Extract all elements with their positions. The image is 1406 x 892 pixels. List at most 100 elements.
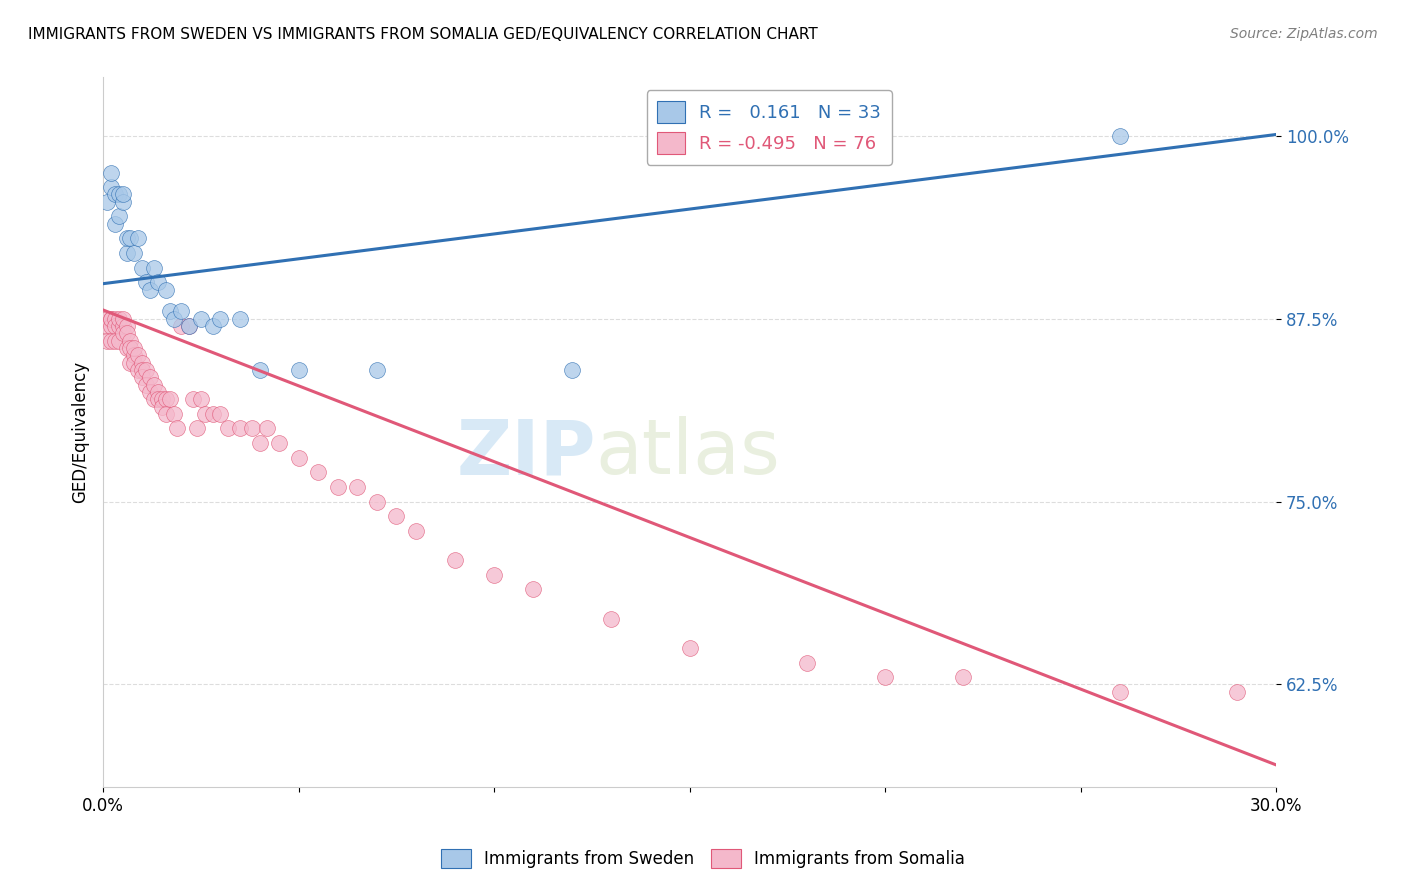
Point <box>104 217 127 231</box>
Point <box>209 311 232 326</box>
Point <box>115 341 138 355</box>
Point <box>120 231 142 245</box>
Point <box>100 311 122 326</box>
Text: ZIP: ZIP <box>457 417 596 491</box>
Point <box>135 275 157 289</box>
Point <box>127 231 149 245</box>
Point <box>229 421 252 435</box>
Point <box>522 582 544 597</box>
Point <box>194 407 217 421</box>
Point <box>190 392 212 407</box>
Point <box>115 326 138 341</box>
Point <box>107 311 129 326</box>
Point <box>115 319 138 334</box>
Point <box>287 363 309 377</box>
Text: IMMIGRANTS FROM SWEDEN VS IMMIGRANTS FROM SOMALIA GED/EQUIVALENCY CORRELATION CH: IMMIGRANTS FROM SWEDEN VS IMMIGRANTS FRO… <box>28 27 818 42</box>
Legend: R =   0.161   N = 33, R = -0.495   N = 76: R = 0.161 N = 33, R = -0.495 N = 76 <box>647 90 891 165</box>
Point <box>875 670 897 684</box>
Point <box>600 612 623 626</box>
Point <box>111 311 134 326</box>
Point <box>139 283 162 297</box>
Point <box>201 319 224 334</box>
Point <box>952 670 974 684</box>
Point <box>162 311 184 326</box>
Point <box>150 400 173 414</box>
Point <box>240 421 263 435</box>
Point <box>287 450 309 465</box>
Point <box>186 421 208 435</box>
Point <box>1108 128 1130 143</box>
Point <box>143 392 166 407</box>
Y-axis label: GED/Equivalency: GED/Equivalency <box>72 361 89 503</box>
Point <box>678 640 700 655</box>
Point <box>155 407 177 421</box>
Point <box>124 356 146 370</box>
Point <box>366 363 388 377</box>
Point <box>96 319 118 334</box>
Point <box>366 494 388 508</box>
Point <box>249 436 271 450</box>
Point <box>190 311 212 326</box>
Point <box>444 553 467 567</box>
Point <box>104 311 127 326</box>
Point <box>135 363 157 377</box>
Point <box>131 356 153 370</box>
Point <box>111 194 134 209</box>
Point <box>256 421 278 435</box>
Point <box>181 392 204 407</box>
Point <box>229 311 252 326</box>
Point <box>217 421 239 435</box>
Point <box>107 319 129 334</box>
Point <box>115 231 138 245</box>
Point <box>155 392 177 407</box>
Point <box>249 363 271 377</box>
Point <box>120 356 142 370</box>
Point <box>124 341 146 355</box>
Point <box>159 304 181 318</box>
Legend: Immigrants from Sweden, Immigrants from Somalia: Immigrants from Sweden, Immigrants from … <box>434 842 972 875</box>
Point <box>124 348 146 362</box>
Point <box>170 304 193 318</box>
Point <box>120 334 142 348</box>
Point <box>143 377 166 392</box>
Point <box>326 480 349 494</box>
Point <box>561 363 583 377</box>
Point <box>307 466 329 480</box>
Point <box>104 334 127 348</box>
Point <box>100 334 122 348</box>
Point <box>127 363 149 377</box>
Point <box>385 509 408 524</box>
Point <box>131 370 153 384</box>
Point <box>135 377 157 392</box>
Point <box>1108 685 1130 699</box>
Point <box>146 275 169 289</box>
Point <box>107 334 129 348</box>
Point <box>100 311 122 326</box>
Text: Source: ZipAtlas.com: Source: ZipAtlas.com <box>1230 27 1378 41</box>
Point <box>150 392 173 407</box>
Point <box>96 194 118 209</box>
Point <box>201 407 224 421</box>
Point <box>146 392 169 407</box>
Point <box>107 210 129 224</box>
Point <box>209 407 232 421</box>
Point <box>170 319 193 334</box>
Point <box>267 436 290 450</box>
Point <box>104 319 127 334</box>
Point <box>155 283 177 297</box>
Point <box>111 187 134 202</box>
Point <box>146 384 169 399</box>
Point <box>166 421 188 435</box>
Point <box>139 384 162 399</box>
Point <box>179 319 201 334</box>
Point <box>162 407 184 421</box>
Point <box>107 187 129 202</box>
Point <box>131 363 153 377</box>
Point <box>796 656 818 670</box>
Point <box>104 187 127 202</box>
Point <box>115 246 138 260</box>
Point <box>124 246 146 260</box>
Point <box>143 260 166 275</box>
Point <box>127 348 149 362</box>
Point <box>100 319 122 334</box>
